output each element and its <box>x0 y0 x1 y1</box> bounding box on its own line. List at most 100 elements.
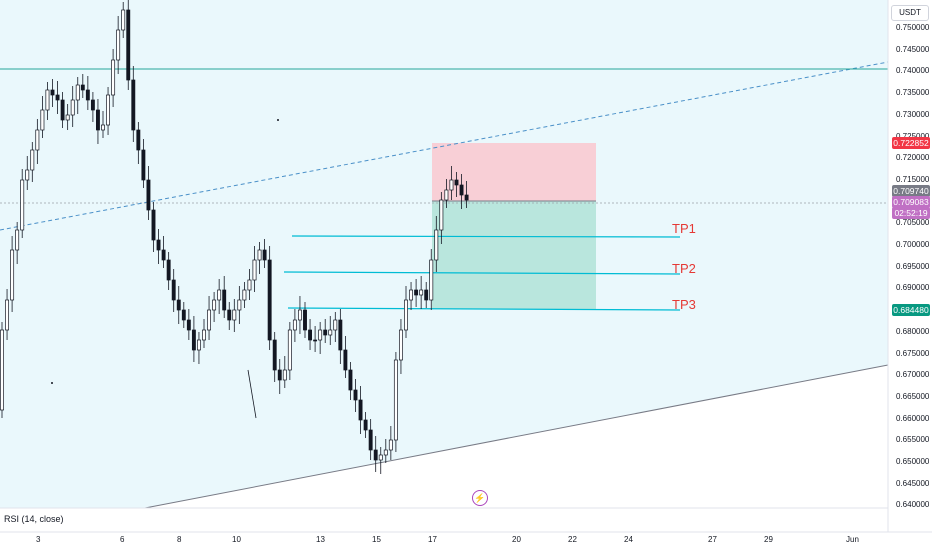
candle-body <box>45 89 50 111</box>
candle-body <box>383 449 388 456</box>
currency-button[interactable]: USDT <box>891 5 929 21</box>
candle-body <box>237 299 242 311</box>
candle-body <box>0 329 4 411</box>
candle-body <box>298 309 302 321</box>
price-tick: 0.705000 <box>896 218 930 228</box>
candle-body <box>65 114 70 121</box>
candle-body <box>323 329 328 336</box>
candle-body <box>202 329 206 341</box>
current-price-label: 0.709083 <box>892 196 930 208</box>
candle-body <box>378 454 383 461</box>
candle-body <box>429 259 434 301</box>
price-tick: 0.645000 <box>896 478 930 488</box>
time-tick: 3 <box>36 535 41 544</box>
target-price-label: 0.684480 <box>892 304 930 316</box>
flash-icon[interactable]: ⚡ <box>472 490 488 506</box>
candle-body <box>136 129 141 151</box>
candle-body <box>232 309 237 321</box>
candle-body <box>424 289 429 301</box>
candle-body <box>80 84 85 91</box>
candle-body <box>111 59 116 96</box>
time-tick: 8 <box>177 535 182 544</box>
candle-body <box>55 94 60 101</box>
time-tick: 24 <box>624 535 633 544</box>
candle-body <box>459 184 464 196</box>
candle-body <box>257 249 262 261</box>
candle-body <box>186 319 191 331</box>
candle-body <box>161 249 166 261</box>
rsi-indicator-label[interactable]: RSI (14, close) <box>4 514 64 524</box>
price-tick: 0.750000 <box>896 23 930 32</box>
time-tick: 10 <box>232 535 241 544</box>
candle-body <box>373 449 378 461</box>
candle-body <box>181 309 186 321</box>
dot-marker <box>277 119 279 121</box>
price-tick: 0.730000 <box>896 109 930 119</box>
candle-body <box>308 329 313 341</box>
candle-body <box>106 94 110 126</box>
candle-body <box>464 194 469 201</box>
annotation-line <box>247 369 257 419</box>
candle-body <box>444 189 449 201</box>
countdown-label: 02:52:19 <box>892 207 930 219</box>
price-tick: 0.650000 <box>896 457 930 466</box>
time-tick: 13 <box>316 535 325 544</box>
price-tick: 0.640000 <box>896 500 930 510</box>
time-tick: 22 <box>568 535 577 544</box>
candle-body <box>292 319 297 331</box>
candle-body <box>121 9 126 31</box>
candle-body <box>146 179 151 211</box>
candle-body <box>449 179 454 191</box>
tp3-line[interactable] <box>287 307 681 311</box>
candle-body <box>388 439 393 451</box>
tp3-label: TP3 <box>672 297 696 312</box>
time-tick: 29 <box>764 535 773 544</box>
time-tick: 20 <box>512 535 521 544</box>
tp1-line[interactable] <box>291 235 681 238</box>
candle-body <box>222 289 227 311</box>
price-tick: 0.720000 <box>896 153 930 163</box>
candle-body <box>70 99 75 116</box>
candle-body <box>247 279 252 291</box>
candle-body <box>126 9 131 81</box>
price-tick: 0.740000 <box>896 66 930 76</box>
candle-body <box>318 329 323 341</box>
candle-body <box>303 309 307 331</box>
candle-body <box>404 299 408 331</box>
candle-body <box>166 259 171 281</box>
candles-group <box>0 0 469 474</box>
candle-body <box>151 209 156 241</box>
price-tick: 0.660000 <box>896 413 930 423</box>
price-tick: 0.680000 <box>896 326 930 336</box>
candle-body <box>409 289 414 301</box>
tp1-label: TP1 <box>672 221 696 236</box>
candle-body <box>15 229 20 251</box>
tp2-label: TP2 <box>672 261 696 276</box>
price-tick: 0.745000 <box>896 44 930 54</box>
candle-body <box>343 349 348 371</box>
candle-body <box>40 109 45 131</box>
candle-body <box>60 99 65 121</box>
price-tick: 0.655000 <box>896 435 930 445</box>
price-tick: 0.715000 <box>896 174 930 184</box>
stop-loss-price-label: 0.722852 <box>892 137 930 149</box>
candle-body <box>85 89 90 101</box>
candle-body <box>75 84 80 101</box>
candle-body <box>156 239 161 251</box>
candle-body <box>252 259 257 281</box>
candle-body <box>20 179 25 231</box>
candle-body <box>399 329 403 361</box>
candle-body <box>333 319 338 331</box>
stop-loss-zone[interactable] <box>432 143 596 201</box>
price-tick: 0.690000 <box>896 283 930 293</box>
lower-channel-line[interactable] <box>144 364 889 509</box>
candle-body <box>35 129 40 151</box>
candle-body <box>338 319 343 351</box>
candle-body <box>116 29 121 61</box>
tp2-line[interactable] <box>283 271 681 275</box>
candle-body <box>101 124 105 131</box>
take-profit-zone[interactable] <box>432 201 596 309</box>
candle-body <box>439 199 444 231</box>
candle-body <box>414 289 419 296</box>
